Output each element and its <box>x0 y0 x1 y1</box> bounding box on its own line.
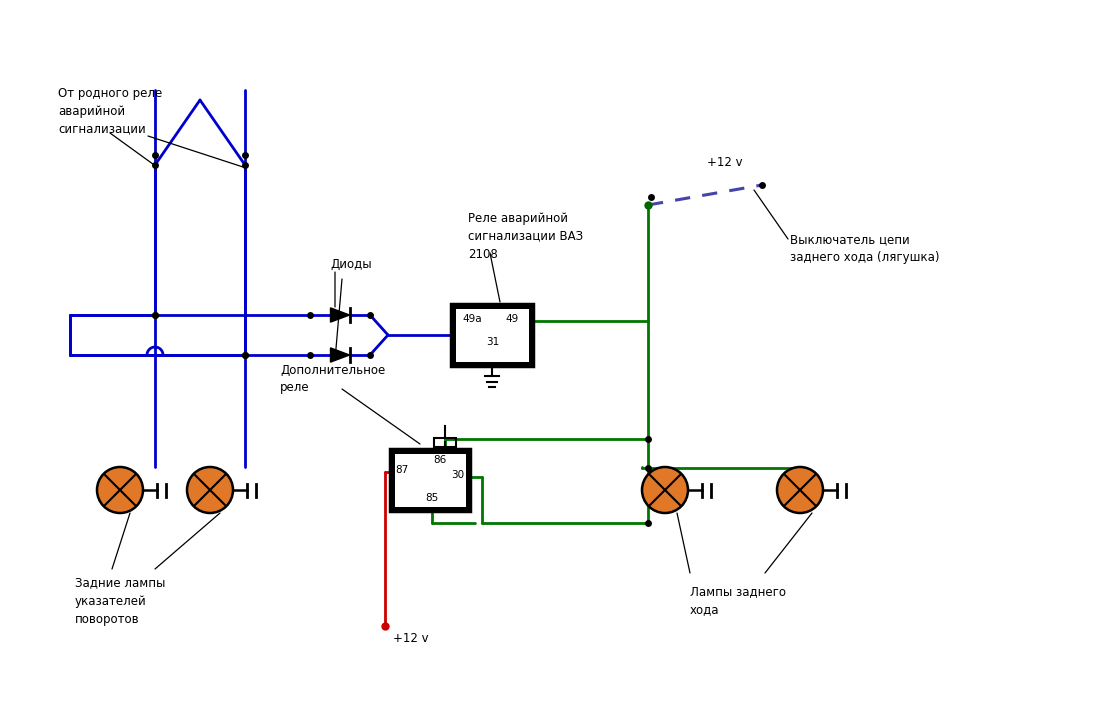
Circle shape <box>777 467 823 513</box>
Circle shape <box>187 467 233 513</box>
Bar <box>451 304 533 366</box>
Text: Дополнительное
реле: Дополнительное реле <box>280 363 385 394</box>
Text: 49: 49 <box>505 314 519 324</box>
Text: Реле аварийной
сигнализации ВАЗ
2108: Реле аварийной сигнализации ВАЗ 2108 <box>468 211 583 260</box>
Text: 31: 31 <box>487 337 500 347</box>
Bar <box>395 454 466 506</box>
Text: 86: 86 <box>433 455 446 465</box>
Text: Задние лампы
указателей
поворотов: Задние лампы указателей поворотов <box>75 577 165 626</box>
Text: 87: 87 <box>395 465 409 475</box>
Bar <box>389 449 470 511</box>
Polygon shape <box>330 348 349 362</box>
Circle shape <box>642 467 688 513</box>
Text: 85: 85 <box>426 493 439 503</box>
Text: От родного реле
аварийной
сигнализации: От родного реле аварийной сигнализации <box>58 87 162 136</box>
Text: 30: 30 <box>452 470 465 480</box>
Text: Выключатель цепи
заднего хода (лягушка): Выключатель цепи заднего хода (лягушка) <box>790 234 940 265</box>
Circle shape <box>97 467 143 513</box>
Text: Лампы заднего
хода: Лампы заднего хода <box>690 585 785 616</box>
Text: Диоды: Диоды <box>330 258 372 271</box>
Text: +12 v: +12 v <box>393 632 429 645</box>
Text: +12 v: +12 v <box>707 156 743 169</box>
Bar <box>434 438 456 446</box>
Text: 49a: 49a <box>462 314 481 324</box>
Bar <box>455 309 528 361</box>
Polygon shape <box>330 308 349 322</box>
